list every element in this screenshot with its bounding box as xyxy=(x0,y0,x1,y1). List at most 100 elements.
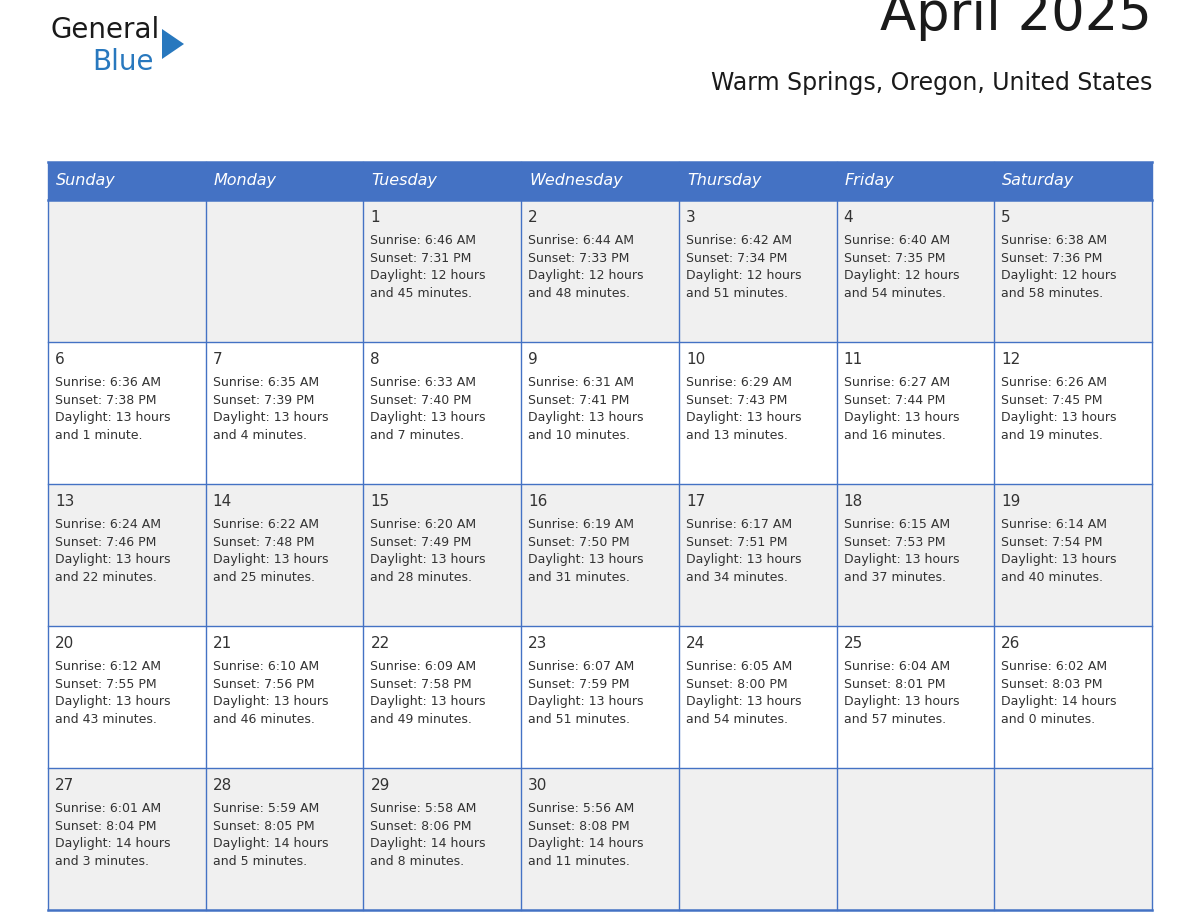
Text: Sunset: 7:40 PM: Sunset: 7:40 PM xyxy=(371,394,472,407)
Text: Sunrise: 6:35 AM: Sunrise: 6:35 AM xyxy=(213,376,318,389)
Bar xyxy=(206,162,364,200)
Text: Daylight: 13 hours: Daylight: 13 hours xyxy=(371,411,486,424)
Text: Sunset: 8:06 PM: Sunset: 8:06 PM xyxy=(371,820,472,833)
Text: and 51 minutes.: and 51 minutes. xyxy=(685,286,788,300)
Text: and 37 minutes.: and 37 minutes. xyxy=(843,571,946,584)
Text: Sunset: 7:33 PM: Sunset: 7:33 PM xyxy=(529,252,630,264)
Text: 17: 17 xyxy=(685,494,706,509)
Text: Sunset: 7:34 PM: Sunset: 7:34 PM xyxy=(685,252,788,264)
Text: 24: 24 xyxy=(685,636,706,651)
Text: Sunset: 7:45 PM: Sunset: 7:45 PM xyxy=(1001,394,1102,407)
Text: and 40 minutes.: and 40 minutes. xyxy=(1001,571,1104,584)
Bar xyxy=(994,768,1152,910)
Bar xyxy=(48,626,206,768)
Text: Blue: Blue xyxy=(91,48,153,76)
Text: 9: 9 xyxy=(529,352,538,367)
Text: Daylight: 13 hours: Daylight: 13 hours xyxy=(843,411,959,424)
Text: Daylight: 13 hours: Daylight: 13 hours xyxy=(843,554,959,566)
Text: Sunrise: 6:31 AM: Sunrise: 6:31 AM xyxy=(529,376,634,389)
Text: and 16 minutes.: and 16 minutes. xyxy=(843,429,946,442)
Bar xyxy=(678,484,836,626)
Text: General: General xyxy=(50,16,159,44)
Text: Daylight: 14 hours: Daylight: 14 hours xyxy=(371,837,486,850)
Text: and 45 minutes.: and 45 minutes. xyxy=(371,286,473,300)
Text: Sunrise: 6:14 AM: Sunrise: 6:14 AM xyxy=(1001,518,1107,531)
Text: Sunset: 8:04 PM: Sunset: 8:04 PM xyxy=(55,820,157,833)
Text: and 25 minutes.: and 25 minutes. xyxy=(213,571,315,584)
Text: and 22 minutes.: and 22 minutes. xyxy=(55,571,157,584)
Text: and 31 minutes.: and 31 minutes. xyxy=(529,571,630,584)
Text: Sunrise: 6:33 AM: Sunrise: 6:33 AM xyxy=(371,376,476,389)
Text: 10: 10 xyxy=(685,352,706,367)
Text: Sunset: 7:56 PM: Sunset: 7:56 PM xyxy=(213,677,314,690)
Text: Saturday: Saturday xyxy=(1003,174,1074,188)
Text: Sunrise: 6:24 AM: Sunrise: 6:24 AM xyxy=(55,518,162,531)
Bar xyxy=(206,484,364,626)
Text: Sunrise: 6:42 AM: Sunrise: 6:42 AM xyxy=(685,234,792,247)
Text: Sunset: 7:50 PM: Sunset: 7:50 PM xyxy=(529,535,630,549)
Text: and 5 minutes.: and 5 minutes. xyxy=(213,855,307,868)
Text: Sunset: 7:53 PM: Sunset: 7:53 PM xyxy=(843,535,946,549)
Text: and 49 minutes.: and 49 minutes. xyxy=(371,712,473,726)
Text: Sunset: 8:08 PM: Sunset: 8:08 PM xyxy=(529,820,630,833)
Bar xyxy=(364,162,522,200)
Bar xyxy=(522,484,678,626)
Text: Daylight: 13 hours: Daylight: 13 hours xyxy=(529,695,644,708)
Text: Daylight: 13 hours: Daylight: 13 hours xyxy=(529,411,644,424)
Text: Daylight: 14 hours: Daylight: 14 hours xyxy=(55,837,171,850)
Bar xyxy=(522,342,678,484)
Text: 12: 12 xyxy=(1001,352,1020,367)
Text: 22: 22 xyxy=(371,636,390,651)
Bar xyxy=(678,342,836,484)
Text: Sunrise: 6:17 AM: Sunrise: 6:17 AM xyxy=(685,518,792,531)
Text: 19: 19 xyxy=(1001,494,1020,509)
Text: 15: 15 xyxy=(371,494,390,509)
Text: Sunday: Sunday xyxy=(56,174,115,188)
Text: Daylight: 12 hours: Daylight: 12 hours xyxy=(1001,269,1117,282)
Text: Sunrise: 6:19 AM: Sunrise: 6:19 AM xyxy=(529,518,634,531)
Text: Daylight: 13 hours: Daylight: 13 hours xyxy=(213,554,328,566)
Text: Sunset: 7:48 PM: Sunset: 7:48 PM xyxy=(213,535,314,549)
Text: Daylight: 13 hours: Daylight: 13 hours xyxy=(371,695,486,708)
Text: Daylight: 13 hours: Daylight: 13 hours xyxy=(55,554,171,566)
Text: Sunrise: 6:05 AM: Sunrise: 6:05 AM xyxy=(685,660,792,673)
Bar xyxy=(994,626,1152,768)
Text: Sunrise: 6:02 AM: Sunrise: 6:02 AM xyxy=(1001,660,1107,673)
Bar xyxy=(364,626,522,768)
Text: 28: 28 xyxy=(213,778,232,793)
Text: 2: 2 xyxy=(529,210,538,225)
Text: Thursday: Thursday xyxy=(687,174,762,188)
Bar xyxy=(522,162,678,200)
Bar xyxy=(206,626,364,768)
Text: and 0 minutes.: and 0 minutes. xyxy=(1001,712,1095,726)
Bar xyxy=(994,342,1152,484)
Text: 26: 26 xyxy=(1001,636,1020,651)
Bar xyxy=(48,342,206,484)
Polygon shape xyxy=(162,29,184,59)
Text: Sunrise: 6:15 AM: Sunrise: 6:15 AM xyxy=(843,518,949,531)
Text: and 8 minutes.: and 8 minutes. xyxy=(371,855,465,868)
Text: Sunrise: 6:09 AM: Sunrise: 6:09 AM xyxy=(371,660,476,673)
Text: 6: 6 xyxy=(55,352,65,367)
Bar xyxy=(678,200,836,342)
Text: Daylight: 12 hours: Daylight: 12 hours xyxy=(371,269,486,282)
Text: Sunset: 7:59 PM: Sunset: 7:59 PM xyxy=(529,677,630,690)
Bar xyxy=(48,484,206,626)
Bar xyxy=(994,162,1152,200)
Text: 13: 13 xyxy=(55,494,75,509)
Text: Sunrise: 6:46 AM: Sunrise: 6:46 AM xyxy=(371,234,476,247)
Bar xyxy=(48,162,206,200)
Text: 14: 14 xyxy=(213,494,232,509)
Text: and 10 minutes.: and 10 minutes. xyxy=(529,429,630,442)
Text: Sunset: 7:36 PM: Sunset: 7:36 PM xyxy=(1001,252,1102,264)
Bar xyxy=(364,342,522,484)
Text: Sunset: 7:44 PM: Sunset: 7:44 PM xyxy=(843,394,944,407)
Text: Daylight: 13 hours: Daylight: 13 hours xyxy=(685,411,802,424)
Text: Sunset: 7:46 PM: Sunset: 7:46 PM xyxy=(55,535,157,549)
Text: Sunset: 7:58 PM: Sunset: 7:58 PM xyxy=(371,677,472,690)
Text: Sunrise: 6:20 AM: Sunrise: 6:20 AM xyxy=(371,518,476,531)
Bar xyxy=(206,342,364,484)
Text: and 28 minutes.: and 28 minutes. xyxy=(371,571,473,584)
Text: Sunrise: 5:58 AM: Sunrise: 5:58 AM xyxy=(371,802,476,815)
Text: Daylight: 14 hours: Daylight: 14 hours xyxy=(1001,695,1117,708)
